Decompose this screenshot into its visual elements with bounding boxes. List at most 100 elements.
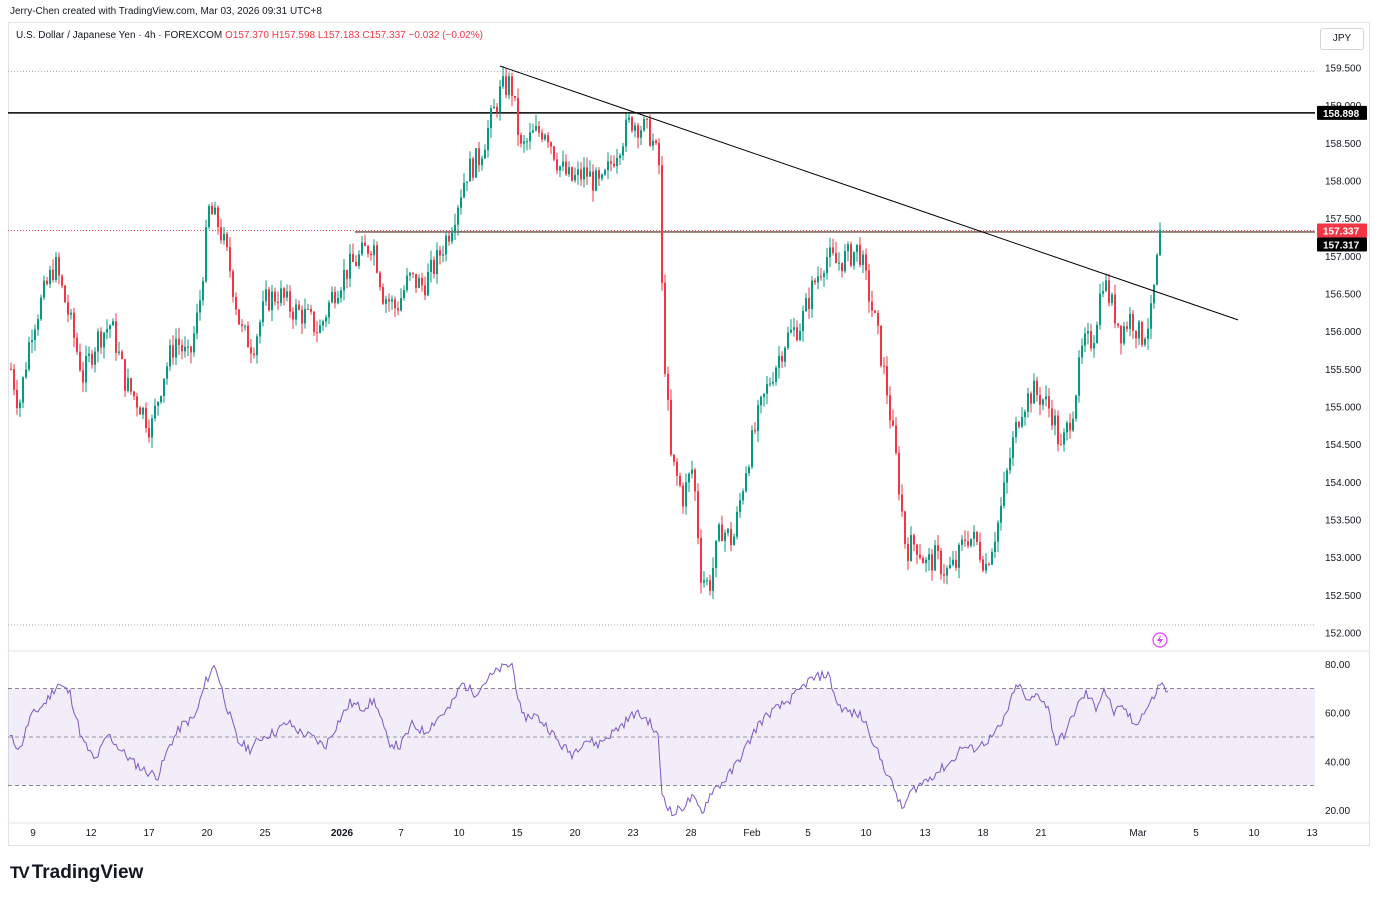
candle-body — [817, 276, 819, 283]
time-tick-label: 2026 — [331, 828, 354, 839]
candle-body — [721, 524, 723, 542]
candle-body — [1036, 380, 1038, 395]
candle-body — [478, 148, 480, 166]
candle — [19, 399, 21, 418]
candle-body — [1102, 291, 1104, 294]
candle — [235, 292, 237, 316]
candle — [730, 522, 732, 552]
candle — [61, 274, 63, 289]
candle — [490, 104, 492, 138]
candle-body — [580, 169, 582, 180]
price-tick-label: 152.000 — [1325, 628, 1362, 639]
candle-body — [505, 76, 507, 95]
candle — [529, 123, 531, 150]
candle-body — [745, 473, 747, 492]
price-tick-label: 154.000 — [1325, 478, 1362, 489]
candle — [643, 116, 645, 132]
candle-body — [1108, 280, 1110, 303]
candle-body — [589, 171, 591, 177]
candle — [331, 286, 333, 304]
candle — [139, 405, 141, 415]
candle-body — [631, 117, 633, 131]
candle — [1084, 327, 1086, 352]
candle — [1048, 388, 1050, 418]
price-tick-label: 153.500 — [1325, 515, 1362, 526]
candle-body — [1069, 422, 1071, 431]
candle-body — [331, 291, 333, 303]
candle-body — [280, 288, 282, 304]
candle-body — [625, 119, 627, 147]
candle — [124, 358, 126, 397]
candle-body — [529, 132, 531, 142]
candle — [262, 290, 264, 327]
candle — [883, 357, 885, 375]
candle — [208, 204, 210, 230]
candle-body — [766, 384, 768, 394]
candle-body — [91, 353, 93, 365]
candle-body — [820, 276, 822, 278]
candle-body — [118, 351, 120, 353]
candle — [190, 345, 192, 364]
symbol-legend[interactable]: U.S. Dollar / Japanese Yen · 4h · FOREXC… — [16, 30, 483, 41]
candle-body — [781, 355, 783, 362]
candle-body — [427, 271, 429, 296]
price-tick-label: 155.000 — [1325, 402, 1362, 413]
candle — [616, 148, 618, 174]
candle-body — [88, 353, 90, 356]
candle — [28, 336, 30, 372]
candle-body — [568, 167, 570, 175]
candle — [820, 267, 822, 281]
candle — [427, 263, 429, 297]
candle — [1126, 321, 1128, 333]
candle — [250, 339, 252, 364]
candle-body — [484, 149, 486, 159]
candle — [991, 548, 993, 566]
candle-body — [1048, 396, 1050, 409]
candle — [406, 267, 408, 293]
candle — [502, 66, 504, 89]
candle-body — [562, 161, 564, 167]
candle — [127, 368, 129, 393]
candle — [865, 248, 867, 281]
candle — [661, 156, 663, 291]
candle-body — [223, 233, 225, 241]
candle — [940, 548, 942, 580]
candle-body — [157, 402, 159, 406]
candle-body — [337, 297, 339, 304]
candle-body — [802, 311, 804, 332]
rsi-tick-label: 80.00 — [1325, 660, 1350, 671]
candles — [10, 66, 1161, 600]
candle-body — [604, 170, 606, 175]
candle-body — [364, 242, 366, 247]
candle — [652, 133, 654, 151]
candle-body — [520, 134, 522, 144]
candle-body — [226, 233, 228, 248]
candle — [445, 231, 447, 262]
candle-body — [472, 158, 474, 178]
candle-body — [1042, 399, 1044, 405]
candle — [1066, 420, 1068, 441]
candle-body — [646, 118, 648, 120]
candle-body — [592, 171, 594, 191]
candle — [841, 262, 843, 278]
tradingview-logo[interactable]: TV TradingView — [10, 862, 143, 884]
currency-button[interactable]: JPY — [1320, 28, 1364, 50]
candle-body — [502, 76, 504, 87]
candle — [328, 300, 330, 325]
candle-body — [739, 500, 741, 512]
candle-body — [250, 347, 252, 354]
candle — [94, 347, 96, 373]
ohlc-high: H157.598 — [271, 30, 316, 41]
candle — [697, 483, 699, 545]
candle-body — [259, 322, 261, 337]
candle-body — [607, 161, 609, 171]
prev-close-price-label-box — [1317, 237, 1367, 252]
candle — [280, 280, 282, 307]
candle — [598, 167, 600, 187]
candle-body — [409, 272, 411, 276]
candle — [184, 336, 186, 358]
candle-body — [214, 207, 216, 215]
candle — [595, 167, 597, 192]
candle — [37, 314, 39, 336]
